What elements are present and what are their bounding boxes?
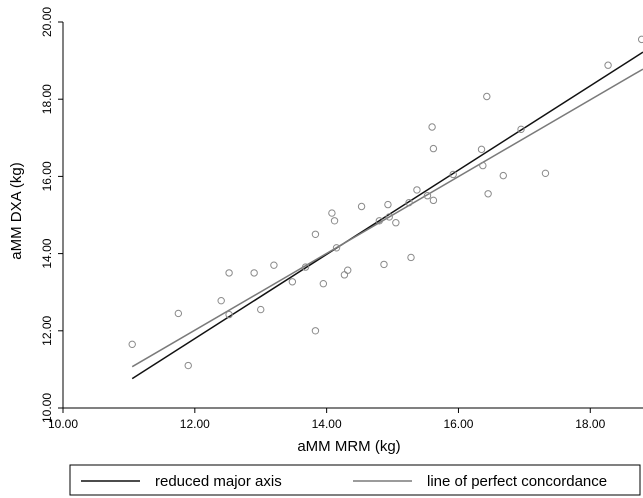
x-tick-label: 12.00 — [180, 417, 210, 431]
data-point — [330, 217, 339, 225]
data-point — [499, 171, 507, 180]
data-point — [311, 230, 320, 239]
data-point — [301, 263, 310, 271]
legend-label-concordance: line of perfect concordance — [427, 473, 607, 490]
data-point — [128, 340, 136, 349]
legend-box — [69, 464, 641, 496]
legend: reduced major axis line of perfect conco… — [69, 464, 641, 496]
data-point — [250, 269, 258, 277]
y-tick-label: 12.00 — [40, 315, 54, 345]
y-tick-label: 16.00 — [40, 161, 54, 191]
data-point — [384, 200, 392, 209]
data-point — [392, 219, 400, 227]
data-point — [517, 125, 525, 134]
y-axis-title: aMM DXA (kg) — [8, 162, 25, 260]
data-point — [385, 213, 393, 221]
data-point — [357, 202, 366, 211]
data-point — [225, 310, 233, 319]
data-point — [477, 145, 486, 154]
data-point — [270, 261, 278, 269]
fit-lines — [131, 51, 643, 380]
data-point — [479, 161, 487, 170]
y-tick-label: 18.00 — [40, 84, 54, 114]
y-tick-label: 20.00 — [40, 7, 54, 37]
reduced-major-axis-line — [131, 51, 643, 380]
data-point — [340, 271, 349, 279]
data-point — [428, 123, 436, 131]
data-point — [407, 253, 415, 262]
data-point — [328, 209, 336, 217]
data-point — [288, 278, 297, 286]
data-point — [225, 269, 233, 277]
x-axis-title: aMM MRM (kg) — [297, 438, 400, 455]
data-point — [217, 296, 225, 305]
y-tick-label: 14.00 — [40, 238, 54, 268]
y-tick-label: 10.00 — [40, 393, 54, 423]
data-point — [375, 217, 384, 225]
data-point — [311, 327, 320, 335]
data-point — [319, 280, 328, 288]
data-point — [449, 170, 457, 179]
x-tick-label: 16.00 — [443, 417, 473, 431]
data-point — [637, 35, 643, 44]
x-tick-label: 18.00 — [575, 417, 605, 431]
data-point — [484, 190, 492, 198]
data-point — [429, 196, 438, 205]
data-point — [332, 244, 341, 252]
data-point — [413, 186, 421, 194]
data-point — [174, 309, 183, 318]
x-tick-label: 14.00 — [312, 417, 342, 431]
data-point — [184, 361, 192, 370]
data-point — [423, 192, 432, 200]
data-point — [344, 266, 352, 274]
data-point — [257, 305, 265, 314]
data-point — [380, 260, 388, 269]
x-axis-ticks: 10.00 12.00 14.00 16.00 18.00 — [48, 408, 606, 431]
legend-label-rma: reduced major axis — [155, 473, 282, 490]
data-point — [541, 169, 550, 178]
data-point — [604, 61, 612, 69]
y-axis-ticks: 10.00 12.00 14.00 16.00 18.00 20.00 — [40, 7, 63, 423]
perfect-concordance-line — [131, 68, 643, 368]
data-point — [483, 92, 491, 101]
x-tick-label: 10.00 — [48, 417, 78, 431]
data-point — [405, 198, 413, 207]
data-points — [128, 35, 643, 370]
data-point — [429, 144, 438, 153]
